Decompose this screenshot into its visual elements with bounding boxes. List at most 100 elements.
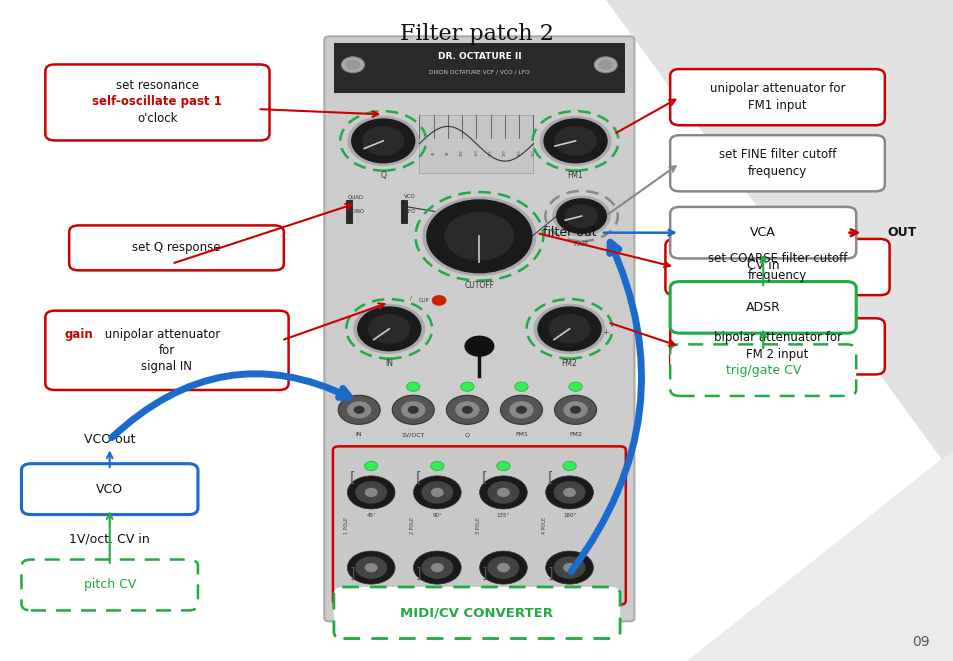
FancyBboxPatch shape [345, 200, 352, 223]
Text: unipolar attenuator: unipolar attenuator [101, 328, 219, 341]
FancyBboxPatch shape [401, 200, 407, 223]
Circle shape [537, 307, 600, 350]
Text: Filter patch 2: Filter patch 2 [399, 23, 554, 45]
Circle shape [346, 599, 359, 608]
Text: signal IN: signal IN [141, 360, 193, 373]
Text: trig/gate CV: trig/gate CV [724, 364, 801, 377]
Text: bipolar attenuator for: bipolar attenuator for [713, 331, 841, 344]
Circle shape [515, 382, 528, 391]
Circle shape [413, 551, 460, 584]
Circle shape [497, 461, 510, 471]
Circle shape [568, 382, 581, 391]
Circle shape [497, 564, 509, 572]
Circle shape [570, 407, 579, 413]
Text: 135°: 135° [497, 513, 510, 518]
Text: IN: IN [355, 432, 362, 438]
Text: DR. OCTATURE II: DR. OCTATURE II [437, 52, 520, 61]
Circle shape [555, 127, 596, 155]
Circle shape [364, 461, 377, 471]
Circle shape [365, 564, 376, 572]
Circle shape [432, 295, 445, 305]
Text: CV in: CV in [746, 259, 779, 272]
Circle shape [354, 304, 424, 353]
Circle shape [364, 595, 377, 604]
FancyBboxPatch shape [669, 69, 883, 126]
Circle shape [464, 336, 493, 356]
Circle shape [456, 402, 478, 418]
Text: 180°: 180° [562, 513, 576, 518]
Text: 315°: 315° [497, 588, 510, 593]
Circle shape [488, 482, 518, 503]
Text: VCO out: VCO out [84, 433, 135, 446]
Text: FM1 input: FM1 input [747, 99, 806, 112]
Circle shape [421, 557, 452, 578]
Circle shape [543, 119, 606, 163]
Text: /: / [409, 295, 411, 300]
Circle shape [510, 402, 533, 418]
FancyBboxPatch shape [333, 446, 625, 605]
Circle shape [598, 60, 612, 69]
Circle shape [488, 557, 518, 578]
Text: MONO: MONO [347, 209, 364, 214]
Circle shape [517, 407, 526, 413]
Text: ]: ] [547, 566, 553, 580]
Text: IN: IN [385, 359, 393, 368]
Text: set resonance: set resonance [115, 79, 199, 93]
Circle shape [557, 199, 606, 233]
Text: 135: 135 [459, 149, 463, 156]
Text: pitch CV: pitch CV [84, 578, 135, 592]
Text: FM1: FM1 [515, 432, 527, 438]
Text: self-oscillate past 1: self-oscillate past 1 [92, 95, 222, 108]
Circle shape [479, 551, 527, 584]
Circle shape [460, 382, 474, 391]
FancyBboxPatch shape [669, 344, 856, 396]
Circle shape [347, 476, 395, 509]
Circle shape [497, 488, 509, 496]
Circle shape [347, 402, 370, 418]
Text: 1 POLE: 1 POLE [343, 517, 349, 534]
Text: set COARSE filter cutoff: set COARSE filter cutoff [707, 252, 846, 265]
Text: FINE: FINE [573, 241, 589, 247]
Circle shape [462, 407, 472, 413]
FancyBboxPatch shape [324, 36, 634, 621]
Text: frequency: frequency [747, 269, 806, 282]
Circle shape [352, 119, 415, 163]
Circle shape [562, 595, 576, 604]
Text: gain: gain [64, 328, 93, 341]
Text: [: [ [416, 471, 420, 485]
Circle shape [355, 482, 386, 503]
Text: 360: 360 [531, 149, 535, 156]
Text: VCO: VCO [96, 483, 123, 496]
Text: DIXON OCTATURE VCF / VCO / LFO: DIXON OCTATURE VCF / VCO / LFO [429, 69, 529, 75]
Text: ]: ] [481, 566, 487, 580]
Text: [: [ [349, 471, 355, 485]
Text: 180: 180 [474, 149, 477, 156]
Circle shape [500, 395, 542, 424]
Text: LFO: LFO [405, 209, 415, 214]
Circle shape [554, 557, 584, 578]
Circle shape [406, 382, 419, 391]
Circle shape [594, 596, 617, 611]
Text: CLIP: CLIP [418, 298, 429, 303]
FancyBboxPatch shape [669, 135, 883, 192]
Circle shape [357, 307, 420, 350]
Circle shape [337, 395, 379, 424]
FancyBboxPatch shape [669, 319, 883, 374]
Text: [: [ [547, 471, 553, 485]
Text: 90°: 90° [432, 513, 442, 518]
Text: 270°: 270° [430, 588, 443, 593]
Circle shape [554, 482, 584, 503]
Text: 225: 225 [488, 149, 492, 156]
Text: VCO: VCO [404, 194, 416, 199]
FancyBboxPatch shape [669, 207, 856, 258]
Text: set Q response: set Q response [132, 241, 220, 254]
Circle shape [362, 127, 403, 155]
Text: VCA: VCA [750, 226, 775, 239]
Circle shape [354, 407, 363, 413]
Circle shape [347, 551, 395, 584]
FancyBboxPatch shape [46, 64, 269, 140]
Circle shape [430, 461, 443, 471]
FancyBboxPatch shape [664, 239, 888, 295]
Circle shape [563, 402, 586, 418]
Text: 45°: 45° [366, 513, 375, 518]
